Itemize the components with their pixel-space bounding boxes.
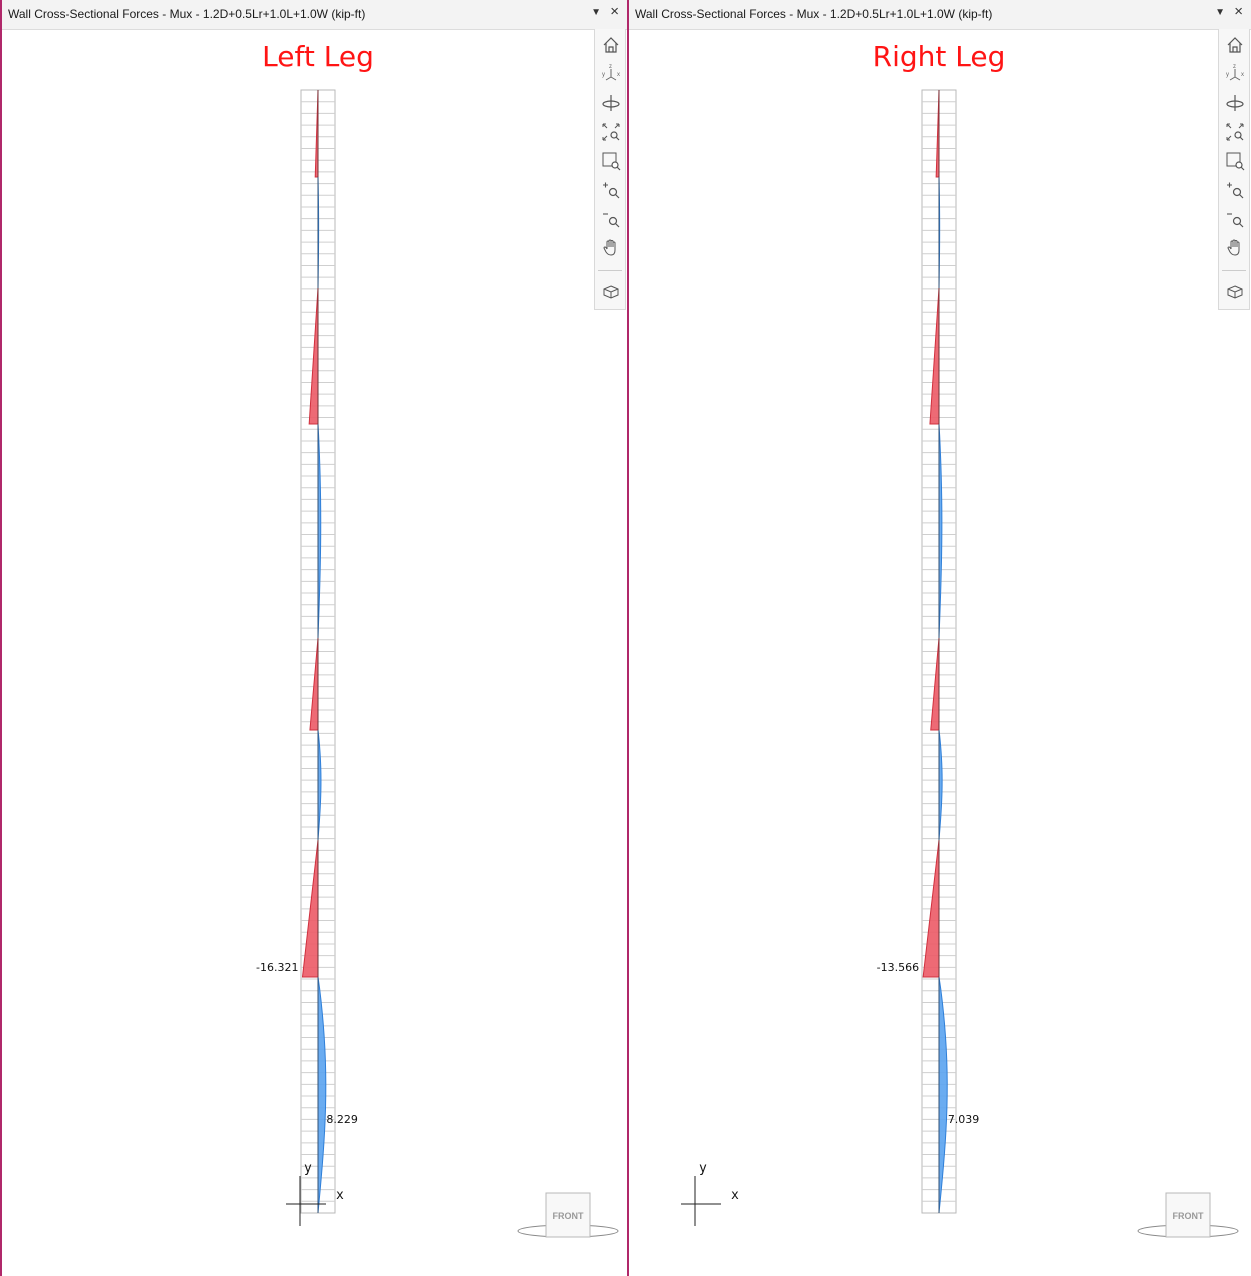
moment-diagram [922, 89, 948, 1214]
rotate-button[interactable] [1223, 91, 1247, 115]
panel-close-button[interactable]: × [610, 3, 619, 20]
positive-moment-region [317, 976, 327, 1214]
panel-close-button[interactable]: × [1234, 3, 1243, 20]
panel-titlebar: Wall Cross-Sectional Forces - Mux - 1.2D… [2, 0, 627, 30]
zoom-out-button[interactable] [599, 207, 623, 231]
zoom-window-icon [1226, 152, 1245, 171]
view-axes-icon: zy x [1226, 64, 1244, 81]
rotate-icon [1226, 95, 1244, 111]
view-cube-label: FRONT [553, 1211, 584, 1221]
y-axis-label: y [304, 1161, 312, 1176]
positive-moment-region [938, 976, 948, 1214]
left-panel: Wall Cross-Sectional Forces - Mux - 1.2D… [0, 0, 629, 1276]
axis-triad: yx [681, 1161, 739, 1226]
zoom-out-icon [603, 213, 620, 228]
zoom-extents-button[interactable] [599, 120, 623, 144]
zoom-window-icon [602, 152, 621, 171]
svg-text:z: z [609, 64, 612, 70]
home-button[interactable] [599, 33, 623, 57]
3d-view-button[interactable] [599, 280, 623, 304]
svg-text:z: z [1233, 64, 1236, 70]
zoom-window-button[interactable] [599, 149, 623, 173]
3d-view-button[interactable] [1223, 280, 1247, 304]
view-cube-face [1165, 1192, 1211, 1238]
home-button[interactable] [1223, 33, 1247, 57]
pan-button[interactable] [599, 236, 623, 260]
toolbar-separator [1222, 270, 1246, 271]
y-axis-label: y [699, 1161, 707, 1176]
min-moment-label: -16.321 [256, 961, 298, 974]
toolbar-separator [598, 270, 622, 271]
view-cube[interactable]: FRONT [1137, 1192, 1239, 1238]
zoom-extents-button[interactable] [1223, 120, 1247, 144]
pan-hand-icon [603, 239, 616, 256]
positive-moment-region [317, 423, 322, 639]
pan-hand-icon [1227, 239, 1240, 256]
3d-view-icon [1227, 285, 1243, 299]
panel-menu-dropdown[interactable]: ▼ [591, 7, 601, 18]
svg-text:x: x [617, 72, 620, 78]
rotate-button[interactable] [599, 91, 623, 115]
zoom-in-button[interactable] [1223, 178, 1247, 202]
zoom-in-icon [1227, 182, 1244, 199]
home-icon [603, 37, 619, 53]
panel-menu-dropdown[interactable]: ▼ [1215, 7, 1225, 18]
zoom-window-button[interactable] [1223, 149, 1247, 173]
view-axes-icon: zy x [602, 64, 620, 81]
zoom-out-button[interactable] [1223, 207, 1247, 231]
zoom-extents-icon [602, 123, 620, 141]
min-moment-label: -13.566 [877, 961, 919, 974]
leg-heading: Right Leg [872, 40, 1006, 73]
panel-titlebar: Wall Cross-Sectional Forces - Mux - 1.2D… [629, 0, 1251, 30]
panel-title: Wall Cross-Sectional Forces - Mux - 1.2D… [635, 7, 993, 21]
positive-moment-region [938, 423, 943, 639]
leg-heading: Left Leg [262, 40, 374, 73]
svg-text:x: x [1241, 72, 1244, 78]
max-moment-label: 7.039 [948, 1113, 980, 1126]
axis-triad: yx [286, 1161, 344, 1226]
positive-moment-region [938, 729, 943, 841]
positive-moment-region [317, 729, 322, 841]
view-cube-face [545, 1192, 591, 1238]
svg-text:y: y [1226, 72, 1229, 78]
x-axis-label: x [731, 1188, 739, 1203]
rotate-icon [602, 95, 620, 111]
view-cube[interactable]: FRONT [517, 1192, 619, 1238]
moment-diagram [301, 89, 327, 1214]
svg-text:y: y [602, 72, 605, 78]
max-moment-label: 8.229 [326, 1113, 358, 1126]
zoom-extents-icon [1226, 123, 1244, 141]
zoom-in-button[interactable] [599, 178, 623, 202]
panel-title: Wall Cross-Sectional Forces - Mux - 1.2D… [8, 7, 366, 21]
home-icon [1227, 37, 1243, 53]
zoom-in-icon [603, 182, 620, 199]
right-panel: Wall Cross-Sectional Forces - Mux - 1.2D… [629, 0, 1251, 1276]
zoom-out-icon [1227, 213, 1244, 228]
x-axis-label: x [336, 1188, 344, 1203]
3d-view-icon [603, 285, 619, 299]
pan-button[interactable] [1223, 236, 1247, 260]
view-cube-label: FRONT [1173, 1211, 1204, 1221]
